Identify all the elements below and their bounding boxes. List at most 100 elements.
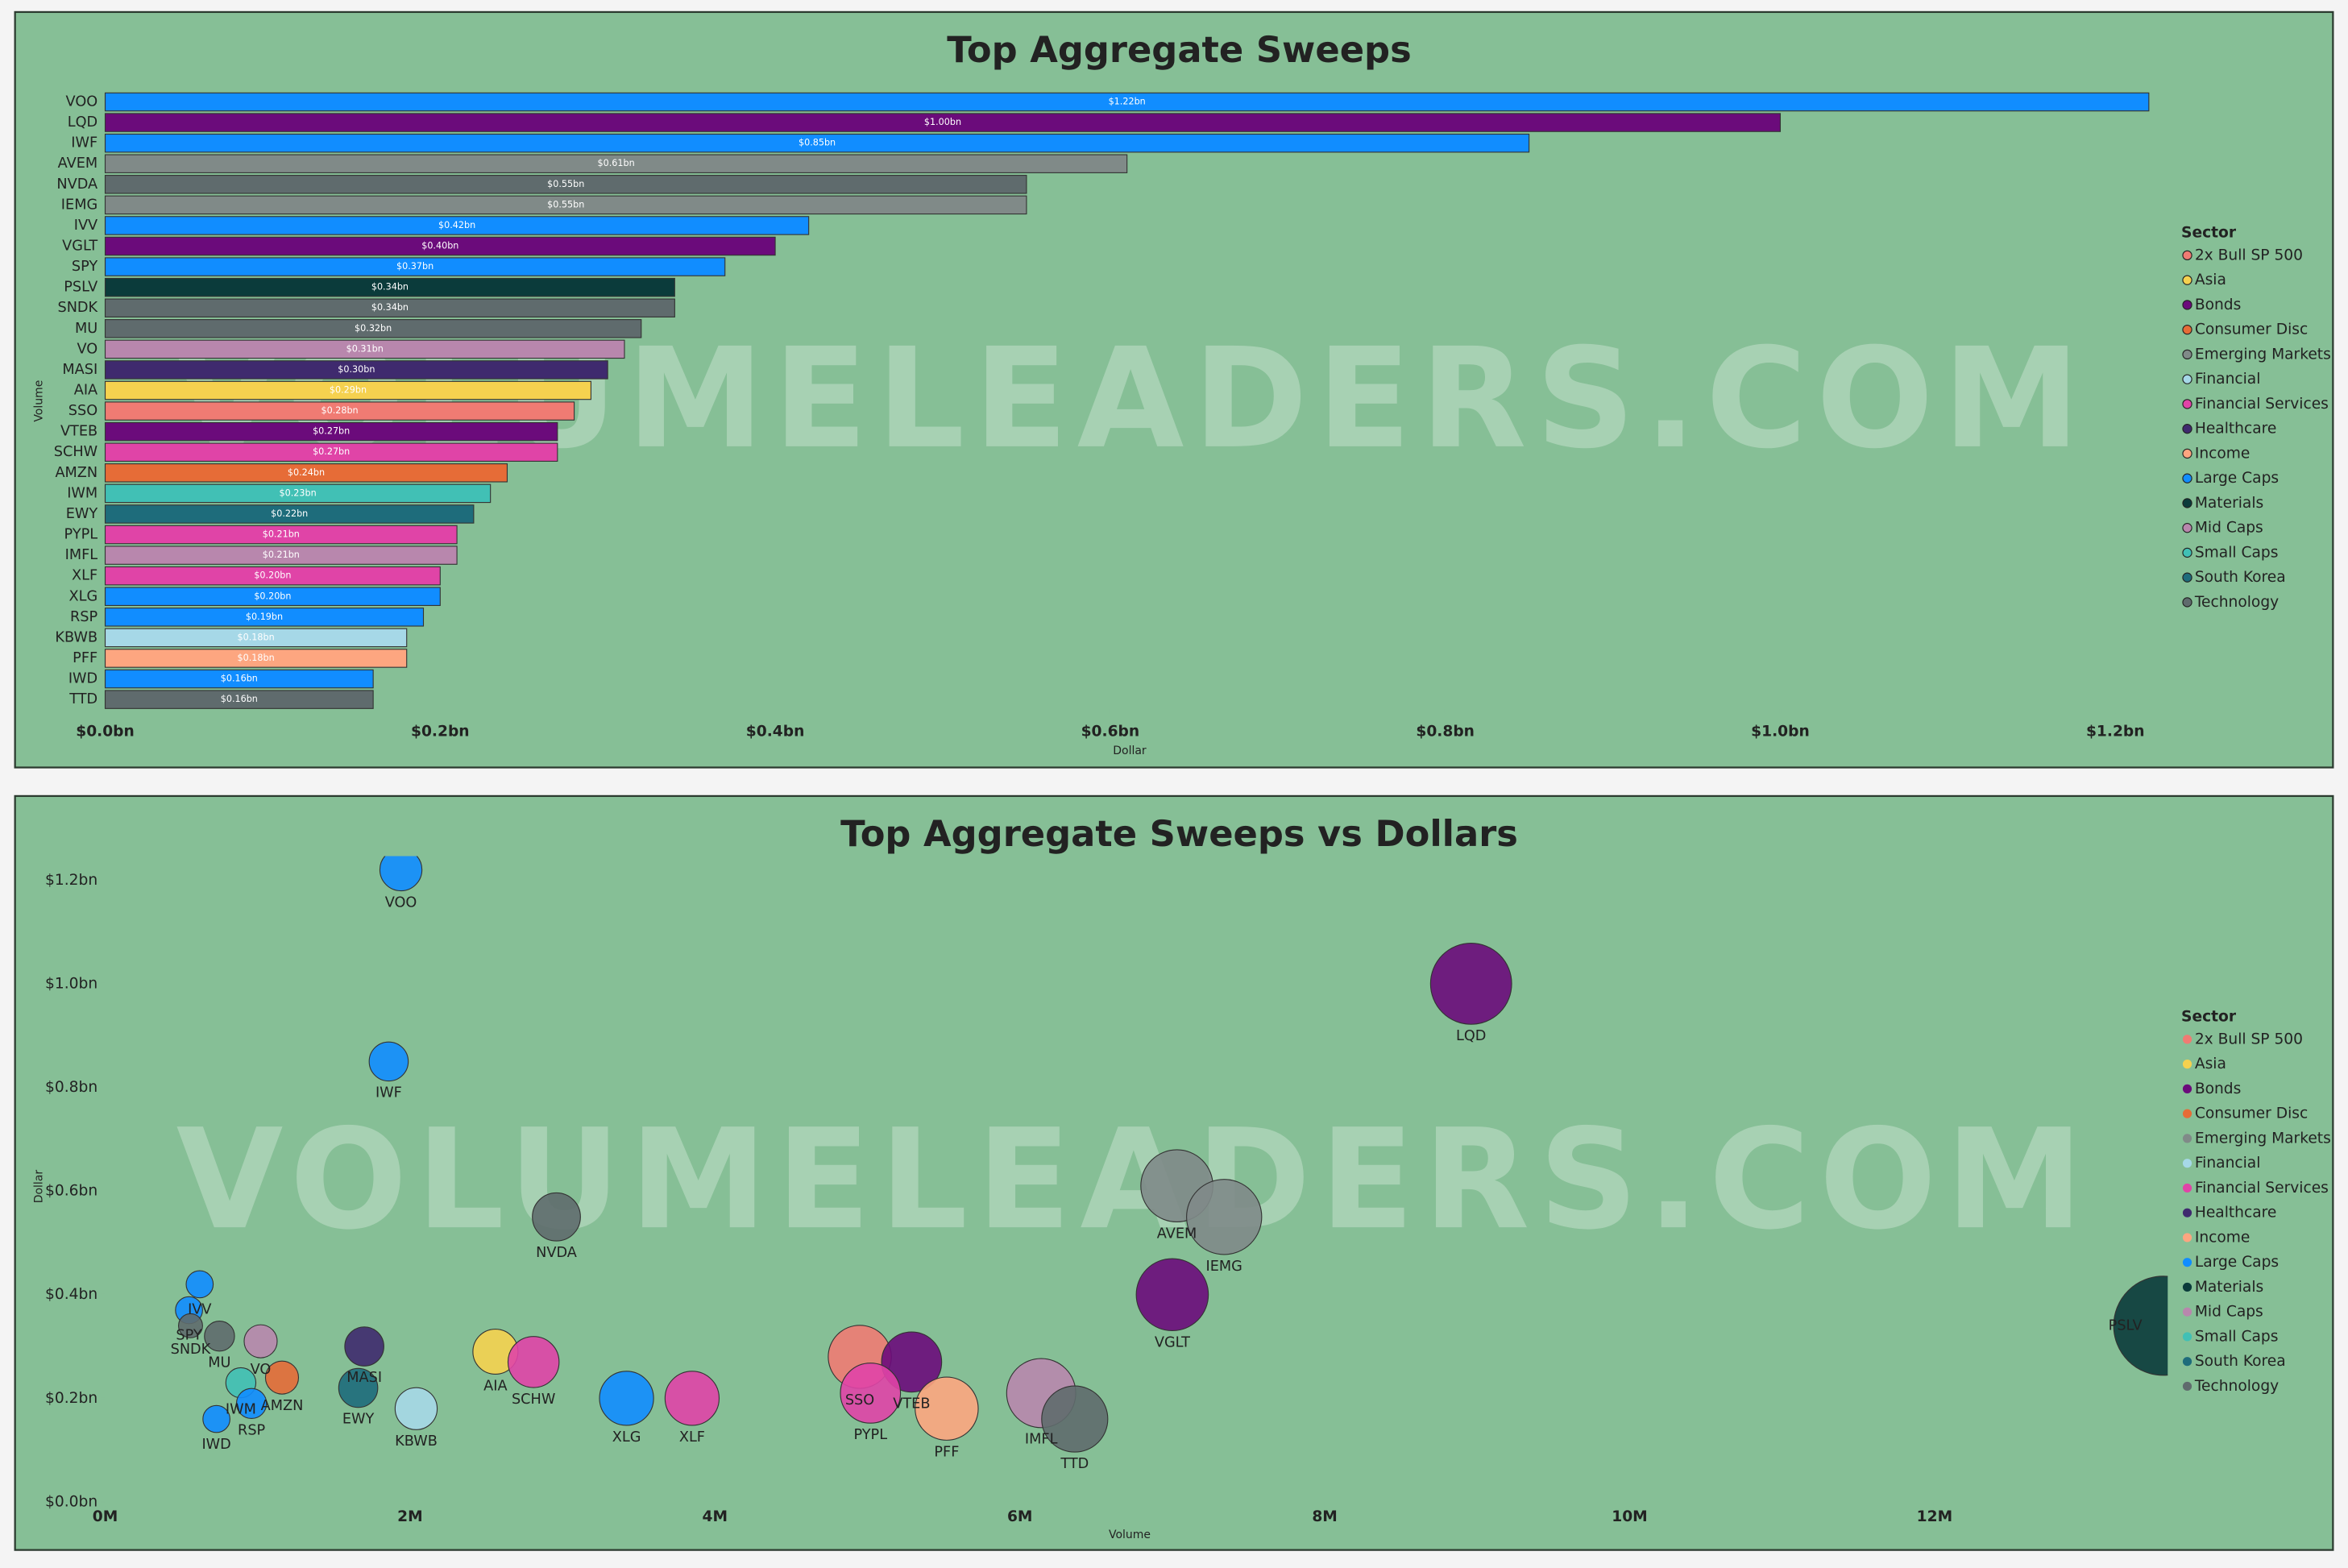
legend-marker [2182, 324, 2192, 335]
point-label: XLG [612, 1429, 641, 1446]
value-label: $1.22bn [1109, 96, 1146, 106]
legend-label: Large Caps [2195, 470, 2279, 487]
legend-marker [2182, 523, 2192, 533]
y-tick-label: PFF [73, 650, 97, 666]
value-label: $0.40bn [421, 241, 458, 251]
x-tick-label: $1.2bn [2086, 723, 2145, 740]
point-label: SNDK [171, 1342, 211, 1358]
bubble [344, 1326, 384, 1367]
point-label: MU [208, 1355, 230, 1371]
point-label: VOO [385, 894, 417, 911]
point-label: AVEM [1157, 1226, 1197, 1242]
point-label: AMZN [261, 1398, 304, 1414]
value-label: $0.20bn [254, 591, 291, 601]
legend-marker [2182, 1035, 2192, 1044]
value-label: $0.23bn [280, 487, 317, 498]
legend-marker [2182, 473, 2192, 483]
legend-marker [2182, 1233, 2192, 1242]
legend-marker [2182, 399, 2192, 409]
point-label: LQD [1456, 1028, 1486, 1044]
y-tick-label: $1.2bn [45, 872, 97, 889]
bar [104, 360, 608, 380]
value-label: $0.16bn [221, 694, 258, 704]
legend-marker [2182, 424, 2192, 434]
legend-marker [2182, 300, 2192, 310]
point-label: EWY [342, 1412, 375, 1428]
point-label: TTD [1060, 1456, 1089, 1472]
bar [104, 669, 374, 689]
x-axis-title: Volume [1109, 1529, 1151, 1541]
y-tick-label: IWF [71, 135, 97, 151]
legend-marker [2182, 1060, 2192, 1069]
bar [104, 587, 441, 607]
legend-label: Bonds [2195, 297, 2242, 313]
legend-marker [2182, 1282, 2192, 1292]
y-tick-label: $0.6bn [45, 1183, 97, 1200]
legend-label: Technology [2194, 594, 2279, 611]
value-label: $0.28bn [321, 405, 358, 416]
bubble [599, 1371, 654, 1426]
value-label: $0.21bn [263, 529, 300, 540]
legend-label: Emerging Markets [2195, 346, 2331, 363]
legend-label: Income [2195, 1229, 2251, 1246]
point-label: IWD [201, 1437, 230, 1453]
y-tick-label: VO [77, 341, 97, 357]
bar [104, 421, 558, 442]
value-label: $0.34bn [371, 302, 409, 313]
bar [104, 525, 458, 545]
bubble [185, 1270, 214, 1299]
legend-label: Financial [2195, 1155, 2261, 1172]
bubble [915, 1376, 979, 1441]
bubble [243, 1324, 278, 1359]
y-tick-label: PSLV [64, 280, 97, 296]
bubble [664, 1371, 720, 1426]
legend-marker [2182, 572, 2192, 583]
bar [104, 380, 591, 400]
bubble [1429, 943, 1512, 1025]
value-label: $0.24bn [288, 467, 325, 478]
y-tick-label: VGLT [62, 239, 97, 255]
legend-marker [2182, 1208, 2192, 1217]
legend-label: South Korea [2195, 1353, 2286, 1370]
bubble [264, 1360, 300, 1395]
value-label: $0.32bn [355, 323, 392, 334]
value-label: $0.18bn [238, 632, 275, 642]
legend-marker [2182, 448, 2192, 459]
legend-label: Technology [2194, 1378, 2279, 1395]
legend-label: Financial Services [2195, 1180, 2329, 1197]
point-label: MASI [346, 1370, 382, 1386]
bubble [1186, 1179, 1263, 1255]
y-tick-label: XLG [68, 588, 97, 604]
x-tick-label: $0.2bn [411, 723, 470, 740]
bar [104, 195, 1027, 215]
bar [104, 154, 1128, 173]
value-label: $0.34bn [371, 282, 409, 292]
y-axis-title: Dollar [32, 1170, 45, 1204]
bar [104, 463, 508, 483]
point-label: VO [251, 1362, 272, 1378]
bar [104, 628, 408, 648]
legend-marker [2182, 250, 2192, 261]
legend-label: Mid Caps [2195, 520, 2263, 537]
value-label: $0.42bn [438, 220, 475, 230]
value-label: $0.19bn [246, 612, 283, 622]
legend-marker [2182, 597, 2192, 608]
value-label: $0.31bn [346, 343, 384, 354]
y-tick-label: SSO [68, 403, 97, 419]
legend-label: South Korea [2195, 569, 2286, 586]
value-label: $0.55bn [547, 179, 584, 189]
legend-label: Asia [2195, 1056, 2226, 1072]
legend-label: Bonds [2195, 1081, 2242, 1097]
bar [104, 566, 441, 586]
legend-label: Emerging Markets [2195, 1130, 2331, 1147]
legend-label: Healthcare [2195, 1205, 2277, 1222]
x-tick-label: 6M [1007, 1508, 1033, 1525]
x-tick-label: $1.0bn [1751, 723, 1810, 740]
y-tick-label: EWY [66, 506, 98, 522]
bubble [338, 1367, 379, 1408]
y-tick-label: IMFL [65, 547, 98, 563]
legend-marker [2182, 1381, 2192, 1392]
bubble [507, 1336, 560, 1388]
y-tick-label: IVV [74, 218, 97, 234]
